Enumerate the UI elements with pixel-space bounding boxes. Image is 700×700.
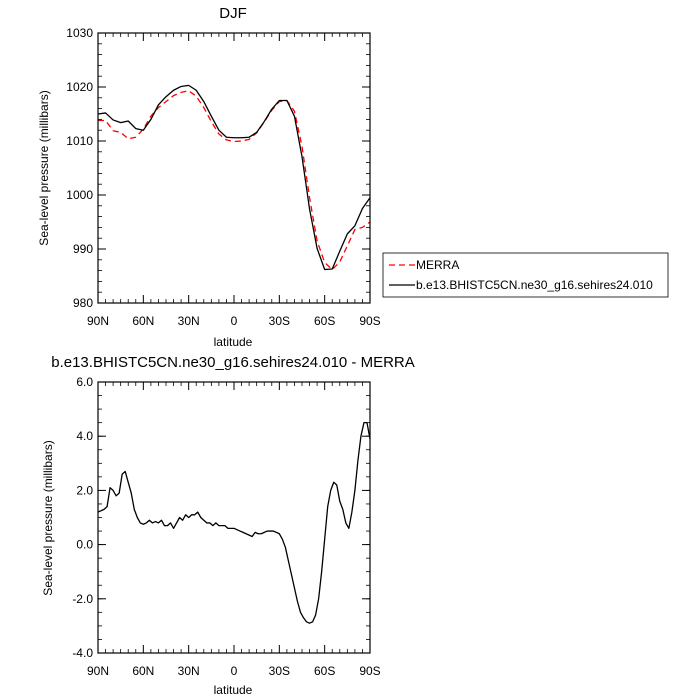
bottom-x-tick-label: 30N <box>178 664 200 678</box>
bottom-x-tick-label: 90N <box>87 664 109 678</box>
bottom-y-tick-label: -2.0 <box>72 592 93 606</box>
top-title: DJF <box>219 5 247 22</box>
top-x-tick-label: 90N <box>87 314 109 328</box>
bottom-y-tick-label: 0.0 <box>76 538 93 552</box>
bottom-x-axis-label: latitude <box>214 683 253 697</box>
bottom-x-tick-label: 90S <box>359 664 380 678</box>
top-x-tick-label: 30S <box>269 314 290 328</box>
top-x-axis-label: latitude <box>214 335 253 349</box>
bottom-y-axis-label: Sea-level pressure (millibars) <box>41 440 55 595</box>
bottom-ticks: 90N 60N 30N 0 30S 60S 90S -4.0 -2.0 0.0 2.0 4.0 6.0 <box>72 375 380 678</box>
bottom-plot-frame <box>97 381 371 654</box>
top-plot-frame <box>97 32 371 304</box>
top-x-tick-label: 90S <box>359 314 380 328</box>
top-y-tick-label: 980 <box>73 296 93 310</box>
top-series-line-1 <box>97 84 371 271</box>
top-y-tick-label: 1030 <box>66 26 93 40</box>
top-y-tick-label: 990 <box>73 242 93 256</box>
bottom-series-group <box>97 422 371 624</box>
top-y-tick-label: 1020 <box>66 80 93 94</box>
top-y-axis-label: Sea-level pressure (millibars) <box>37 90 51 245</box>
bottom-x-tick-label: 0 <box>231 664 238 678</box>
legend-merra-label: MERRA <box>416 258 459 272</box>
legend-box <box>382 252 669 298</box>
bottom-x-tick-label: 60N <box>132 664 154 678</box>
bottom-y-tick-label: 2.0 <box>76 483 93 497</box>
top-x-tick-label: 0 <box>231 314 238 328</box>
bottom-title: b.e13.BHISTC5CN.ne30_g16.sehires24.010 -… <box>51 354 415 371</box>
bottom-panel: b.e13.BHISTC5CN.ne30_g16.sehires24.010 -… <box>41 354 415 697</box>
top-x-tick-label: 60N <box>132 314 154 328</box>
top-x-tick-label: 60S <box>314 314 335 328</box>
legend: MERRA b.e13.BHISTC5CN.ne30_g16.sehires24… <box>382 252 669 298</box>
top-series-line-0 <box>98 90 371 271</box>
bottom-y-tick-label: -4.0 <box>72 646 93 660</box>
top-series-group <box>97 84 371 271</box>
top-y-tick-label: 1010 <box>66 134 93 148</box>
top-ticks: 90N 60N 30N 0 30S 60S 90S 980 990 1000 1010 1020 103… <box>66 26 380 328</box>
bottom-series-line-0 <box>97 422 371 624</box>
bottom-x-tick-label: 30S <box>269 664 290 678</box>
top-panel: DJF 90N 60N 30N 0 30S 60S 90S 980 990 1000 1010 102… <box>37 5 381 349</box>
top-x-tick-label: 30N <box>178 314 200 328</box>
legend-model-label: b.e13.BHISTC5CN.ne30_g16.sehires24.010 <box>416 278 653 292</box>
bottom-y-tick-label: 6.0 <box>76 375 93 389</box>
bottom-y-tick-label: 4.0 <box>76 429 93 443</box>
bottom-x-tick-label: 60S <box>314 664 335 678</box>
top-y-tick-label: 1000 <box>66 188 93 202</box>
